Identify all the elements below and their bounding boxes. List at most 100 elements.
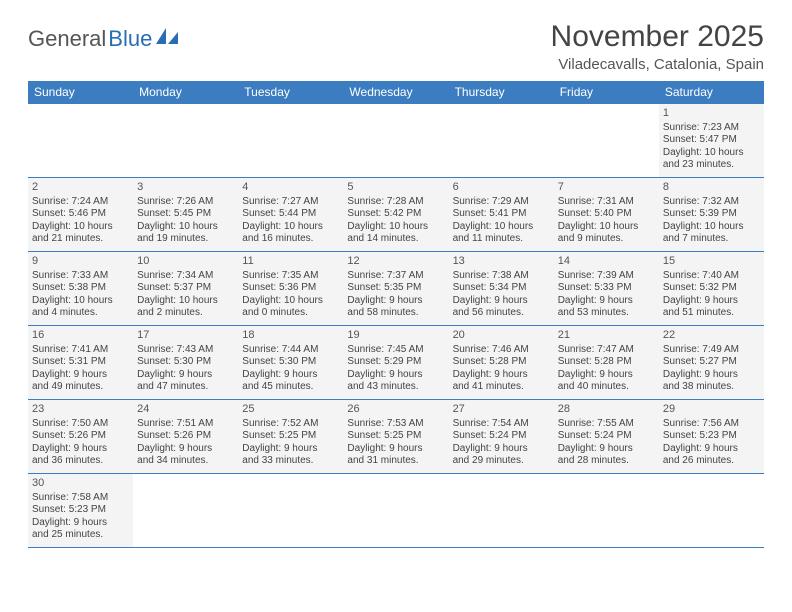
- calendar-cell: 7Sunrise: 7:31 AMSunset: 5:40 PMDaylight…: [554, 178, 659, 252]
- weekday-header: Thursday: [449, 81, 554, 104]
- calendar-cell: 25Sunrise: 7:52 AMSunset: 5:25 PMDayligh…: [238, 400, 343, 474]
- daylight-text: and 56 minutes.: [453, 307, 550, 320]
- calendar-cell: 15Sunrise: 7:40 AMSunset: 5:32 PMDayligh…: [659, 252, 764, 326]
- day-number: 3: [137, 181, 234, 195]
- daylight-text: Daylight: 9 hours: [347, 369, 444, 382]
- daylight-text: and 47 minutes.: [137, 381, 234, 394]
- sunset-text: Sunset: 5:23 PM: [32, 504, 129, 517]
- sunset-text: Sunset: 5:36 PM: [242, 282, 339, 295]
- sunrise-text: Sunrise: 7:51 AM: [137, 418, 234, 431]
- calendar-cell: 19Sunrise: 7:45 AMSunset: 5:29 PMDayligh…: [343, 326, 448, 400]
- day-number: 18: [242, 329, 339, 343]
- daylight-text: Daylight: 10 hours: [242, 221, 339, 234]
- sunrise-text: Sunrise: 7:24 AM: [32, 196, 129, 209]
- calendar-cell: [343, 474, 448, 548]
- calendar-week: 2Sunrise: 7:24 AMSunset: 5:46 PMDaylight…: [28, 178, 764, 252]
- sunset-text: Sunset: 5:30 PM: [242, 356, 339, 369]
- day-number: 11: [242, 255, 339, 269]
- sunrise-text: Sunrise: 7:53 AM: [347, 418, 444, 431]
- day-number: 7: [558, 181, 655, 195]
- daylight-text: and 14 minutes.: [347, 233, 444, 246]
- day-number: 2: [32, 181, 129, 195]
- daylight-text: Daylight: 9 hours: [453, 369, 550, 382]
- sunrise-text: Sunrise: 7:56 AM: [663, 418, 760, 431]
- sunset-text: Sunset: 5:37 PM: [137, 282, 234, 295]
- daylight-text: and 49 minutes.: [32, 381, 129, 394]
- sunset-text: Sunset: 5:23 PM: [663, 430, 760, 443]
- sunrise-text: Sunrise: 7:44 AM: [242, 344, 339, 357]
- sunset-text: Sunset: 5:46 PM: [32, 208, 129, 221]
- daylight-text: Daylight: 9 hours: [347, 443, 444, 456]
- day-number: 13: [453, 255, 550, 269]
- daylight-text: Daylight: 10 hours: [558, 221, 655, 234]
- calendar-cell: 28Sunrise: 7:55 AMSunset: 5:24 PMDayligh…: [554, 400, 659, 474]
- daylight-text: and 25 minutes.: [32, 529, 129, 542]
- calendar-cell: [449, 104, 554, 178]
- sunrise-text: Sunrise: 7:26 AM: [137, 196, 234, 209]
- calendar-cell: 18Sunrise: 7:44 AMSunset: 5:30 PMDayligh…: [238, 326, 343, 400]
- calendar-cell: [238, 104, 343, 178]
- sunrise-text: Sunrise: 7:43 AM: [137, 344, 234, 357]
- calendar-cell: [449, 474, 554, 548]
- day-number: 29: [663, 403, 760, 417]
- calendar-cell: 21Sunrise: 7:47 AMSunset: 5:28 PMDayligh…: [554, 326, 659, 400]
- sunset-text: Sunset: 5:31 PM: [32, 356, 129, 369]
- logo-blue: Blue: [108, 26, 152, 52]
- calendar-cell: 22Sunrise: 7:49 AMSunset: 5:27 PMDayligh…: [659, 326, 764, 400]
- daylight-text: and 41 minutes.: [453, 381, 550, 394]
- daylight-text: and 36 minutes.: [32, 455, 129, 468]
- sunrise-text: Sunrise: 7:28 AM: [347, 196, 444, 209]
- daylight-text: and 45 minutes.: [242, 381, 339, 394]
- weekday-header: Friday: [554, 81, 659, 104]
- header: GeneralBlue November 2025 Viladecavalls,…: [28, 20, 764, 73]
- calendar-cell: 5Sunrise: 7:28 AMSunset: 5:42 PMDaylight…: [343, 178, 448, 252]
- calendar-cell: 13Sunrise: 7:38 AMSunset: 5:34 PMDayligh…: [449, 252, 554, 326]
- daylight-text: Daylight: 10 hours: [32, 295, 129, 308]
- calendar-week: 30Sunrise: 7:58 AMSunset: 5:23 PMDayligh…: [28, 474, 764, 548]
- daylight-text: Daylight: 10 hours: [242, 295, 339, 308]
- sunrise-text: Sunrise: 7:45 AM: [347, 344, 444, 357]
- sunset-text: Sunset: 5:24 PM: [453, 430, 550, 443]
- daylight-text: and 9 minutes.: [558, 233, 655, 246]
- sunset-text: Sunset: 5:26 PM: [32, 430, 129, 443]
- daylight-text: Daylight: 9 hours: [663, 443, 760, 456]
- day-number: 14: [558, 255, 655, 269]
- calendar-cell: 17Sunrise: 7:43 AMSunset: 5:30 PMDayligh…: [133, 326, 238, 400]
- daylight-text: Daylight: 10 hours: [453, 221, 550, 234]
- daylight-text: and 21 minutes.: [32, 233, 129, 246]
- daylight-text: and 16 minutes.: [242, 233, 339, 246]
- logo: GeneralBlue: [28, 20, 178, 52]
- calendar-cell: 24Sunrise: 7:51 AMSunset: 5:26 PMDayligh…: [133, 400, 238, 474]
- calendar-cell: [554, 474, 659, 548]
- weekday-header: Tuesday: [238, 81, 343, 104]
- location: Viladecavalls, Catalonia, Spain: [551, 56, 764, 73]
- title-block: November 2025 Viladecavalls, Catalonia, …: [551, 20, 764, 73]
- sunrise-text: Sunrise: 7:58 AM: [32, 492, 129, 505]
- sunrise-text: Sunrise: 7:34 AM: [137, 270, 234, 283]
- logo-general: General: [28, 26, 106, 52]
- weekday-header: Monday: [133, 81, 238, 104]
- daylight-text: Daylight: 9 hours: [347, 295, 444, 308]
- day-number: 12: [347, 255, 444, 269]
- sunrise-text: Sunrise: 7:55 AM: [558, 418, 655, 431]
- sunrise-text: Sunrise: 7:49 AM: [663, 344, 760, 357]
- calendar-cell: 9Sunrise: 7:33 AMSunset: 5:38 PMDaylight…: [28, 252, 133, 326]
- day-number: 22: [663, 329, 760, 343]
- daylight-text: and 33 minutes.: [242, 455, 339, 468]
- sunset-text: Sunset: 5:38 PM: [32, 282, 129, 295]
- daylight-text: and 19 minutes.: [137, 233, 234, 246]
- daylight-text: and 23 minutes.: [663, 159, 760, 172]
- sunset-text: Sunset: 5:41 PM: [453, 208, 550, 221]
- sunrise-text: Sunrise: 7:52 AM: [242, 418, 339, 431]
- daylight-text: Daylight: 9 hours: [558, 295, 655, 308]
- daylight-text: Daylight: 10 hours: [32, 221, 129, 234]
- calendar-cell: [28, 104, 133, 178]
- calendar-cell: [133, 474, 238, 548]
- calendar-cell: 4Sunrise: 7:27 AMSunset: 5:44 PMDaylight…: [238, 178, 343, 252]
- day-number: 15: [663, 255, 760, 269]
- day-number: 20: [453, 329, 550, 343]
- daylight-text: and 51 minutes.: [663, 307, 760, 320]
- daylight-text: Daylight: 9 hours: [663, 369, 760, 382]
- sail-icon: [156, 28, 178, 44]
- sunrise-text: Sunrise: 7:31 AM: [558, 196, 655, 209]
